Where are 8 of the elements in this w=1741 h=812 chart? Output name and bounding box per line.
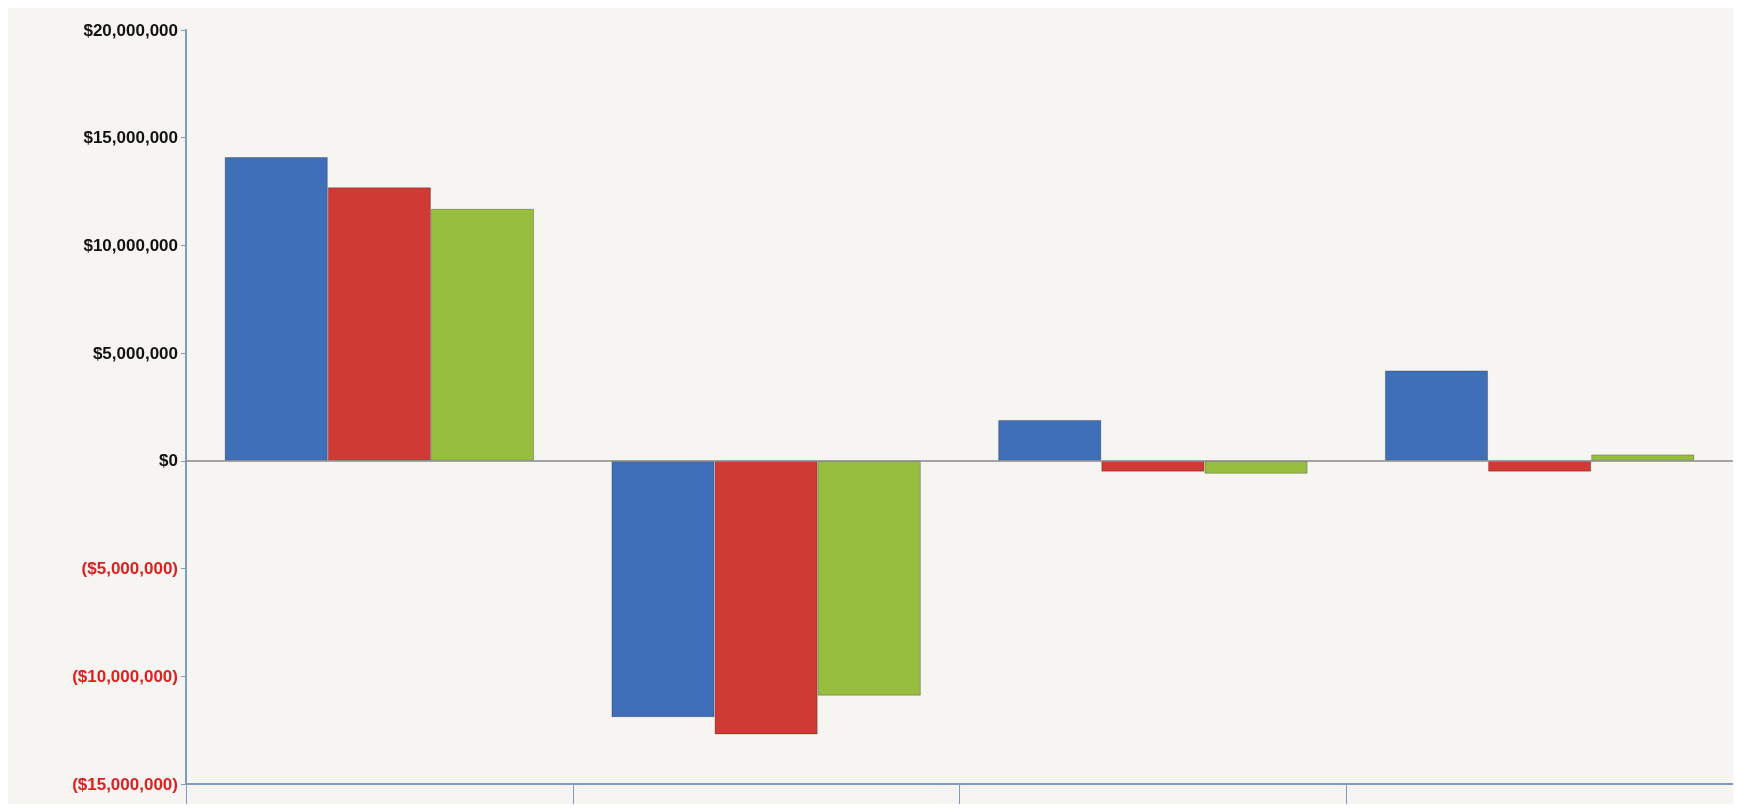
y-tick-label: ($5,000,000) <box>81 559 178 579</box>
y-tick-label: $15,000,000 <box>83 128 178 148</box>
y-tick-label: $20,000,000 <box>83 20 178 40</box>
y-tick-label: $5,000,000 <box>92 343 178 363</box>
y-tick-label: $0 <box>159 451 178 471</box>
y-tick-label: ($15,000,000) <box>72 774 178 794</box>
y-tick-label: $10,000,000 <box>83 235 178 255</box>
y-tick-label: ($10,000,000) <box>72 666 178 686</box>
